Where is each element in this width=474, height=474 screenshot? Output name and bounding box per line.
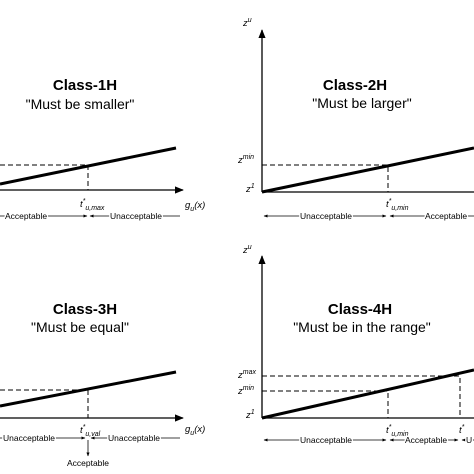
- region-label: U: [466, 435, 472, 445]
- sub: u: [190, 430, 194, 437]
- threshold-label: t*u,max: [80, 198, 105, 212]
- threshold-label: t*u,val: [80, 424, 101, 438]
- y-axis-label: zu: [242, 244, 252, 256]
- region-label: Unacceptable: [110, 211, 162, 221]
- panel-3: Class-3H "Must be equal" t*u,val gu(x) U…: [0, 301, 205, 470]
- z: z: [237, 370, 243, 381]
- region-label: Unacceptable: [108, 433, 160, 443]
- t: t: [459, 425, 462, 436]
- title: Class-4H: [328, 301, 392, 318]
- sup: *: [83, 198, 86, 205]
- threshold-label: t*u,min: [386, 198, 409, 212]
- sup: u: [248, 17, 252, 24]
- sub: u,min: [391, 205, 408, 212]
- sup: max: [243, 369, 257, 376]
- tail: (x): [194, 200, 205, 211]
- sup: min: [243, 154, 254, 161]
- z: z: [245, 184, 251, 195]
- function-line: [261, 368, 474, 420]
- t: t: [80, 199, 83, 210]
- threshold-label: t*: [459, 424, 465, 436]
- level-label: z1: [245, 409, 255, 421]
- z: z: [245, 410, 251, 421]
- sup: min: [243, 385, 254, 392]
- point-label: Acceptable: [67, 458, 109, 468]
- sub: u: [190, 206, 194, 213]
- z: z: [237, 155, 243, 166]
- threshold-label: t*u,min: [386, 424, 409, 438]
- g: g: [185, 200, 191, 211]
- tail: (x): [194, 424, 205, 435]
- g: g: [185, 424, 191, 435]
- title: Class-1H: [53, 77, 117, 94]
- z: z: [237, 386, 243, 397]
- function-line: [0, 370, 177, 408]
- sup: *: [83, 424, 86, 431]
- z: z: [242, 245, 248, 256]
- level-label: zmin: [237, 154, 254, 166]
- y-axis-label: zu: [242, 17, 252, 29]
- x-axis-label: gu(x): [185, 424, 205, 437]
- function-line: [261, 146, 474, 194]
- region-label: Unacceptable: [300, 211, 352, 221]
- threshold-dash: [262, 164, 389, 192]
- panel-1: Class-1H "Must be smaller" t*u,max gu(x)…: [0, 77, 205, 223]
- level-label: zmax: [237, 369, 256, 381]
- t: t: [386, 425, 389, 436]
- sup: *: [389, 424, 392, 431]
- panel-4: Class-4H "Must be in the range" zu zmax …: [237, 244, 474, 447]
- subtitle: "Must be larger": [312, 95, 411, 111]
- region-label: Unacceptable: [3, 433, 55, 443]
- region-label: Acceptable: [425, 211, 467, 221]
- sup: 1: [251, 409, 255, 416]
- threshold-dash: [262, 375, 461, 418]
- t: t: [386, 199, 389, 210]
- sup: *: [389, 198, 392, 205]
- sub: u,max: [85, 205, 105, 212]
- subtitle: "Must be smaller": [26, 96, 135, 112]
- region-label: Acceptable: [405, 435, 447, 445]
- level-label: z1: [245, 183, 255, 195]
- subtitle: "Must be equal": [31, 319, 129, 335]
- threshold-dash: [262, 390, 389, 418]
- panel-2: Class-2H "Must be larger" zu zmin z1 t*u…: [237, 17, 474, 223]
- sup: u: [248, 244, 252, 251]
- x-axis-label: gu(x): [185, 200, 205, 213]
- threshold-dash: [0, 389, 89, 418]
- sub: u,val: [85, 431, 100, 438]
- sup: *: [462, 424, 465, 431]
- region-label: Acceptable: [5, 211, 47, 221]
- z: z: [242, 18, 248, 29]
- sub: u,min: [391, 431, 408, 438]
- title: Class-2H: [323, 77, 387, 94]
- level-label: zmin: [237, 385, 254, 397]
- subtitle: "Must be in the range": [293, 319, 431, 335]
- t: t: [80, 425, 83, 436]
- title: Class-3H: [53, 301, 117, 318]
- threshold-dash: [0, 164, 89, 190]
- region-label: Unacceptable: [300, 435, 352, 445]
- sup: 1: [251, 183, 255, 190]
